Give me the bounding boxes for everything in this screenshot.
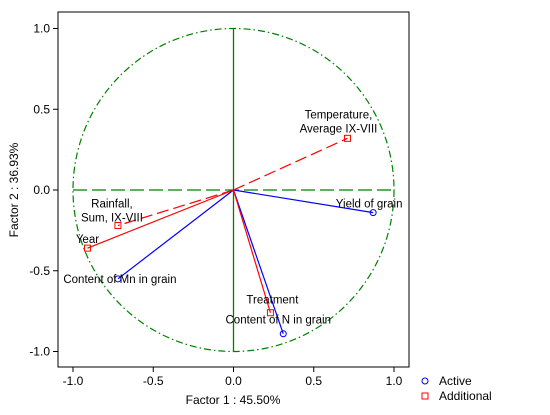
y-tick-label: 0.0	[33, 183, 50, 197]
point-label: Rainfall, Sum, IX-VIII	[81, 199, 143, 225]
additional-point-marker	[83, 244, 91, 252]
point-label: Yield of grain	[336, 199, 403, 211]
point-label: Content of N in grain	[226, 315, 331, 327]
additional-point-marker	[343, 134, 351, 142]
y-tick-label: -0.5	[29, 264, 50, 278]
point-label: Year	[76, 234, 99, 246]
additional-point-marker	[114, 222, 122, 230]
vector-active-1	[117, 189, 234, 280]
vector-active-0	[233, 189, 374, 214]
legend-label-additional: Additional	[439, 389, 492, 403]
x-tick-label: -0.5	[143, 374, 164, 388]
plot-area: Yield of grain Content of Mn in grain Cont…	[57, 11, 410, 368]
point-label: Treatment	[246, 295, 299, 307]
active-point-marker	[279, 330, 287, 338]
axis-ticks: -1.0 -1.0 -0.5 -0.5 0.0 0.0 0.5 0.5 1.0 1.0	[29, 22, 402, 389]
vector-additional-2	[87, 189, 234, 249]
active-point-marker	[114, 275, 122, 283]
x-tick-label: 0.0	[225, 374, 242, 388]
legend-additional-marker	[421, 392, 429, 400]
y-tick-label: 0.5	[33, 102, 50, 116]
point-label-line: Average IX-VIII	[300, 123, 378, 135]
vector-active-2	[232, 189, 284, 334]
point-label-line: Sum, IX-VIII	[81, 213, 143, 225]
point-label-line: Temperature,	[305, 109, 373, 121]
x-tick-label: -1.0	[63, 374, 84, 388]
vector-additional-1	[117, 189, 234, 227]
point-label-line: Rainfall,	[91, 199, 133, 211]
point-label: Content of Mn in grain	[63, 274, 176, 286]
point-label: Temperature, Average IX-VIII	[300, 109, 378, 135]
legend-label-active: Active	[439, 374, 472, 388]
y-tick-label: 1.0	[33, 22, 50, 36]
x-tick-label: 0.5	[305, 374, 322, 388]
active-point-marker	[369, 209, 377, 217]
legend-active-marker	[421, 377, 429, 385]
y-axis-title: Factor 2 : 36.93%	[7, 142, 21, 237]
vector-additional-3	[232, 189, 271, 313]
additional-point-marker	[266, 309, 274, 317]
x-axis-title: Factor 1 : 45.50%	[186, 393, 281, 407]
x-tick-label: 1.0	[386, 374, 403, 388]
y-tick-label: -1.0	[29, 345, 50, 359]
vector-additional-0	[233, 137, 348, 191]
